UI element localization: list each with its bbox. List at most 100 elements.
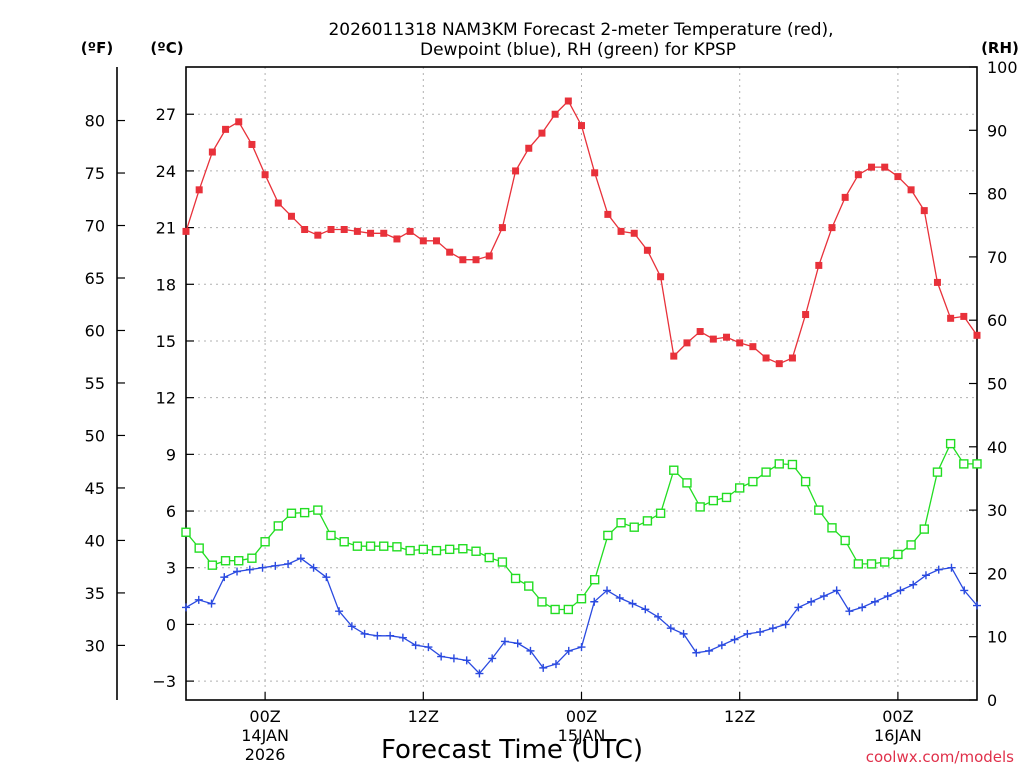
temperature-point xyxy=(617,227,625,235)
temperature-point xyxy=(841,193,849,201)
celsius-tick-label: 24 xyxy=(156,162,176,181)
fahrenheit-tick-label: 70 xyxy=(85,217,105,236)
dewpoint-point xyxy=(373,631,382,640)
temperature-point xyxy=(261,171,269,179)
temperature-point xyxy=(327,226,335,234)
x-tick-label: 12Z xyxy=(408,707,439,726)
dewpoint-point xyxy=(973,601,981,610)
celsius-tick-label: 3 xyxy=(166,559,176,578)
dewpoint-point xyxy=(258,563,267,572)
dewpoint-point xyxy=(233,567,242,576)
temperature-point xyxy=(947,314,955,322)
rh-tick-label: 20 xyxy=(987,564,1007,583)
dewpoint-point xyxy=(322,573,331,582)
rh-tick-label: 30 xyxy=(987,501,1007,520)
dewpoint-point xyxy=(296,554,305,563)
temperature-point xyxy=(380,229,388,237)
temperature-point xyxy=(762,354,770,362)
rh-unit-label: (RH) xyxy=(981,39,1019,57)
rh-point xyxy=(629,522,639,532)
rh-point xyxy=(906,540,916,550)
dewpoint-point xyxy=(386,631,395,640)
dewpoint-point xyxy=(347,622,356,631)
rh-point xyxy=(682,478,692,488)
dewpoint-point xyxy=(679,629,688,638)
rh-point xyxy=(181,527,191,537)
dewpoint-point xyxy=(705,646,714,655)
rh-point xyxy=(431,545,442,556)
rh-point xyxy=(589,575,600,585)
temperature-point xyxy=(657,273,665,281)
celsius-tick-label: −3 xyxy=(152,672,176,691)
temperature-point xyxy=(287,212,295,220)
rh-point xyxy=(524,581,534,591)
rh-point xyxy=(695,502,705,512)
rh-point xyxy=(207,560,218,570)
credit-link[interactable]: coolwx.com/models xyxy=(866,748,1014,766)
x-tick-label: 00Z xyxy=(566,707,597,726)
dewpoint-point xyxy=(182,603,190,612)
celsius-tick-label: 27 xyxy=(156,105,176,124)
temperature-point xyxy=(683,339,691,347)
temperature-point xyxy=(419,237,427,245)
temperature-point xyxy=(208,148,216,156)
rh-point xyxy=(392,542,402,552)
temperature-point xyxy=(709,335,717,343)
rh-tick-label: 40 xyxy=(987,438,1007,457)
grid-lines xyxy=(186,67,977,700)
celsius-unit-label: (ºC) xyxy=(150,39,183,57)
rh-point xyxy=(471,546,481,556)
x-tick-date: 15JAN xyxy=(558,726,606,745)
rh-tick-label: 10 xyxy=(987,628,1007,647)
temperature-point xyxy=(498,224,506,232)
temperature-point xyxy=(591,169,599,177)
dewpoint-point xyxy=(641,605,650,614)
dewpoint-point xyxy=(654,612,663,621)
rh-point xyxy=(497,557,508,567)
temperature-point xyxy=(406,227,414,235)
dewpoint-point xyxy=(845,607,854,616)
rh-point xyxy=(932,467,943,477)
fahrenheit-tick-label: 75 xyxy=(85,164,105,183)
dewpoint-point xyxy=(437,652,446,661)
fahrenheit-tick-label: 35 xyxy=(85,584,105,603)
temperature-point xyxy=(459,256,467,264)
x-tick-year: 2026 xyxy=(245,745,286,764)
dewpoint-point xyxy=(335,607,344,616)
dewpoint-point xyxy=(781,620,790,629)
fahrenheit-tick-label: 80 xyxy=(85,112,105,131)
rh-point xyxy=(286,508,297,518)
temperature-point xyxy=(472,256,480,264)
temperature-point xyxy=(340,226,348,234)
dewpoint-point xyxy=(526,646,535,655)
rh-point xyxy=(919,524,929,534)
celsius-tick-label: 18 xyxy=(156,275,176,294)
temperature-point xyxy=(182,227,190,235)
dewpoint-point xyxy=(858,603,867,612)
rh-point xyxy=(273,521,283,531)
temperature-point xyxy=(512,167,520,175)
temperature-point xyxy=(881,163,889,171)
celsius-tick-label: 15 xyxy=(156,332,176,351)
temperature-point xyxy=(775,360,783,368)
rh-point xyxy=(761,467,771,477)
temperature-point xyxy=(960,312,968,320)
rh-point xyxy=(787,459,798,470)
dewpoint-point xyxy=(883,592,892,601)
temperature-point xyxy=(670,352,678,360)
dewpoint-point xyxy=(539,663,548,672)
rh-point xyxy=(550,604,560,615)
celsius-tick-label: 21 xyxy=(156,219,176,238)
temperature-point xyxy=(235,118,243,126)
rh-point xyxy=(563,604,574,615)
temperature-point xyxy=(485,252,493,260)
x-tick-label: 12Z xyxy=(724,707,755,726)
temperature-point xyxy=(868,163,876,171)
rh-point xyxy=(853,559,864,569)
dewpoint-point xyxy=(832,586,841,595)
temperature-point xyxy=(393,235,401,243)
rh-point xyxy=(880,557,890,567)
x-axis-title: Forecast Time (UTC) xyxy=(381,735,643,765)
